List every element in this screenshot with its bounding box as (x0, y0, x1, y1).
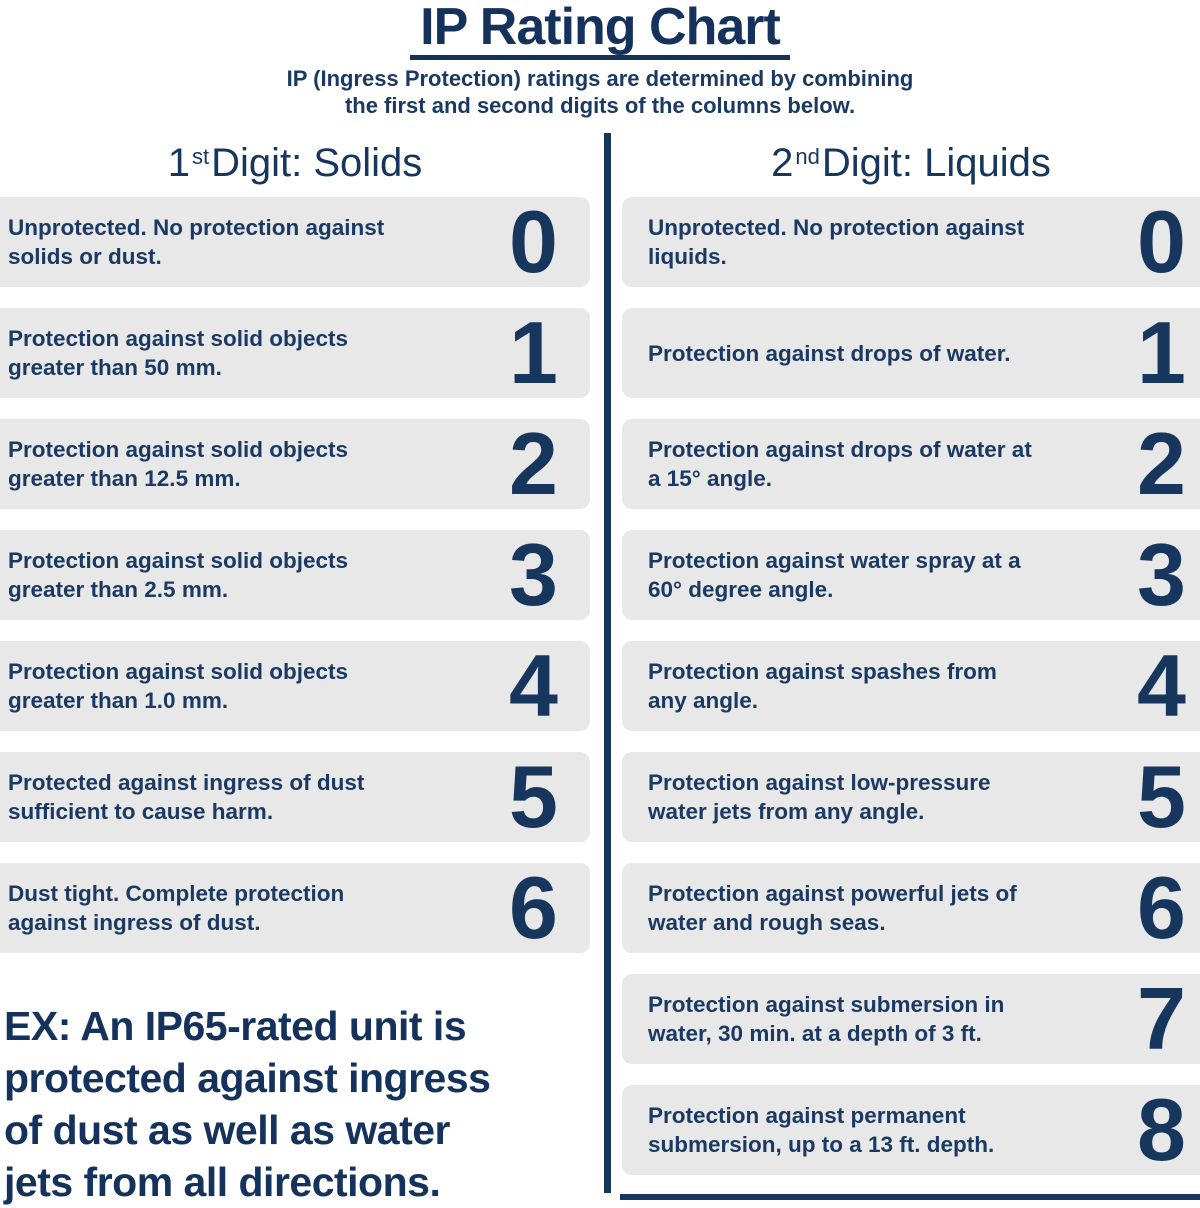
example-line-2: protected against ingress (4, 1055, 491, 1101)
rating-digit: 3 (509, 525, 558, 624)
solids-row-5: Protected against ingress of dust suffic… (0, 752, 590, 842)
rating-description: Protection against solid objects greater… (8, 659, 349, 713)
rating-description: Protection against powerful jets of wate… (648, 881, 1017, 935)
rating-description: Protection against drops of water. (648, 340, 1011, 366)
rating-description: Unprotected. No protection against liqui… (648, 215, 1025, 269)
subtitle-line-2: the first and second digits of the colum… (344, 93, 856, 118)
rating-description: Protection against submersion in water, … (648, 992, 1005, 1046)
bottom-border-bar (620, 1194, 1200, 1200)
rating-digit: 5 (1137, 747, 1186, 846)
liquids-row-4: Protection against spashes from any angl… (622, 641, 1200, 731)
heading-number: 1 (167, 141, 190, 185)
rating-description: Protection against low-pressure water je… (648, 770, 991, 824)
rating-digit: 2 (509, 414, 558, 513)
rating-digit: 6 (509, 858, 558, 957)
liquids-row-8: Protection against permanent submersion,… (622, 1085, 1200, 1175)
chart-header: IP Rating Chart IP (Ingress Protection) … (0, 0, 1200, 119)
example-line-1: EX: An IP65-rated unit is (4, 1003, 467, 1049)
solids-row-1: Protection against solid objects greater… (0, 308, 590, 398)
solids-row-6: Dust tight. Complete protection against … (0, 863, 590, 953)
rating-description: Protection against solid objects greater… (8, 437, 349, 491)
rating-digit: 8 (1137, 1080, 1186, 1179)
rating-description: Protection against drops of water at a 1… (648, 437, 1032, 491)
rating-digit: 3 (1137, 525, 1186, 624)
liquids-row-3: Protection against water spray at a 60° … (622, 530, 1200, 620)
page-title: IP Rating Chart (410, 0, 790, 60)
rating-digit: 1 (509, 303, 558, 402)
rating-digit: 4 (509, 636, 558, 735)
subtitle-line-1: IP (Ingress Protection) ratings are dete… (286, 66, 914, 91)
liquids-row-0: Unprotected. No protection against liqui… (622, 197, 1200, 287)
rating-description: Protection against permanent submersion,… (648, 1103, 995, 1157)
rating-digit: 2 (1137, 414, 1186, 513)
solids-row-4: Protection against solid objects greater… (0, 641, 590, 731)
example-line-4: jets from all directions. (4, 1159, 441, 1205)
rating-description: Protection against water spray at a 60° … (648, 548, 1021, 602)
solids-row-3: Protection against solid objects greater… (0, 530, 590, 620)
rating-digit: 1 (1137, 303, 1186, 402)
rating-digit: 0 (509, 192, 558, 291)
rating-description: Protection against solid objects greater… (8, 548, 349, 602)
solids-row-0: Unprotected. No protection against solid… (0, 197, 590, 287)
liquids-row-2: Protection against drops of water at a 1… (622, 419, 1200, 509)
rating-digit: 0 (1137, 192, 1186, 291)
rating-description: Unprotected. No protection against solid… (8, 215, 385, 269)
rating-description: Dust tight. Complete protection against … (8, 881, 345, 935)
rating-digit: 5 (509, 747, 558, 846)
liquids-row-5: Protection against low-pressure water je… (622, 752, 1200, 842)
rating-digit: 6 (1137, 858, 1186, 957)
heading-number: 2 (771, 141, 794, 185)
column-divider (604, 133, 611, 1193)
heading-text: Digit: Liquids (821, 141, 1051, 185)
heading-ordinal: nd (795, 143, 820, 169)
liquids-row-1: Protection against drops of water. 1 (622, 308, 1200, 398)
liquids-row-7: Protection against submersion in water, … (622, 974, 1200, 1064)
rating-description: Protected against ingress of dust suffic… (8, 770, 365, 824)
rating-description: Protection against solid objects greater… (8, 326, 349, 380)
rating-digit: 7 (1137, 969, 1186, 1068)
rating-digit: 4 (1137, 636, 1186, 735)
example-line-3: of dust as well as water (4, 1107, 451, 1153)
solids-row-2: Protection against solid objects greater… (0, 419, 590, 509)
heading-text: Digit: Solids (211, 141, 423, 185)
example-note: EX: An IP65-rated unit is protected agai… (4, 1000, 604, 1208)
heading-ordinal: st (191, 143, 210, 169)
rating-description: Protection against spashes from any angl… (648, 659, 997, 713)
liquids-row-6: Protection against powerful jets of wate… (622, 863, 1200, 953)
